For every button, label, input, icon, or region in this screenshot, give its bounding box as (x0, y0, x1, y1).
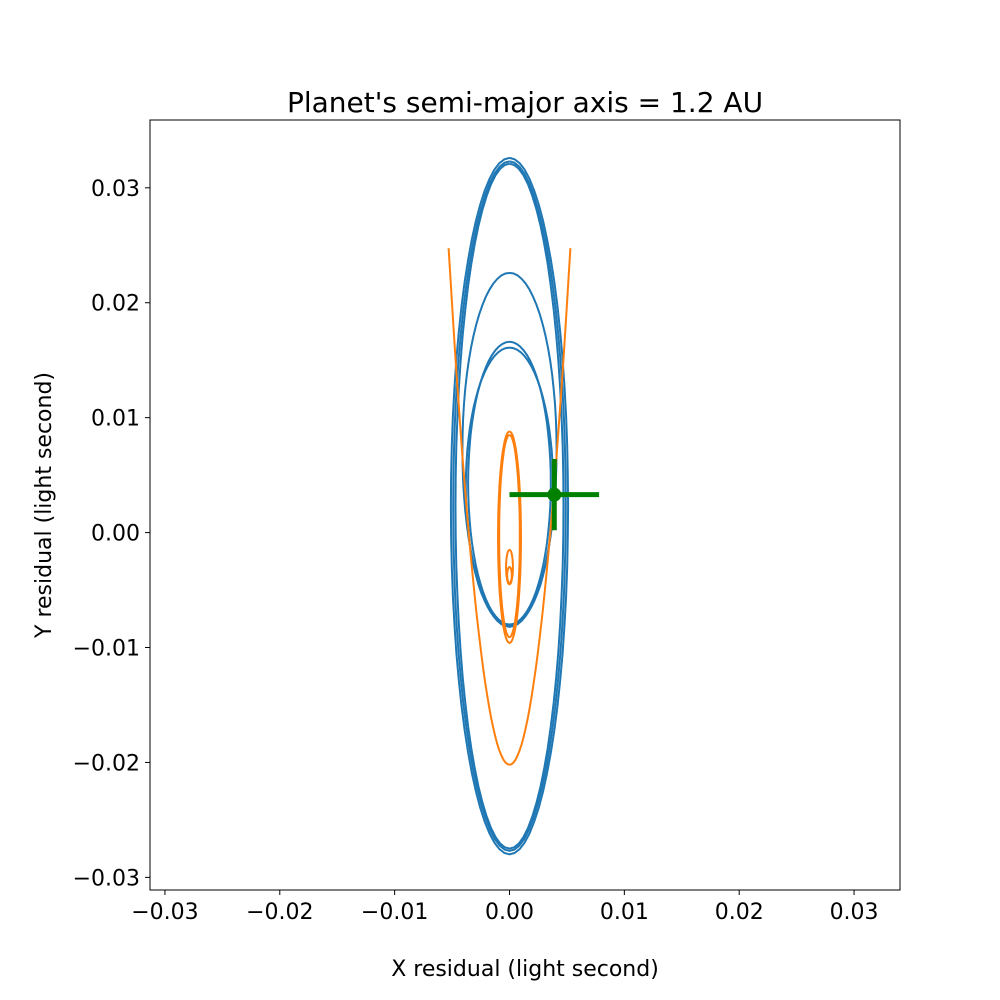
x-tick-label: −0.01 (361, 900, 428, 925)
series-1-loop-2 (504, 548, 514, 586)
y-tick-label: 0.03 (91, 177, 140, 202)
y-axis-ticks: −0.03 −0.02 −0.01 0.00 0.01 0.02 0.03 (73, 177, 150, 891)
x-tick-label: 0.01 (600, 900, 649, 925)
series-0-loop-1 (452, 160, 567, 852)
series-1-loop-3 (506, 566, 513, 585)
chart-title: Planet's semi-major axis = 1.2 AU (287, 86, 763, 119)
series-0-loop-5 (464, 346, 555, 627)
data-point-marker (547, 487, 562, 502)
x-tick-label: 0.00 (485, 900, 534, 925)
y-tick-label: 0.01 (91, 407, 140, 432)
y-tick-label: 0.00 (91, 522, 140, 547)
series-layer (447, 156, 600, 856)
y-axis-label: Y residual (light second) (32, 372, 57, 639)
series-1-parabola (447, 248, 572, 766)
series-0-loop-3 (461, 271, 558, 628)
plot-frame (149, 119, 901, 891)
series-0-loop-4 (467, 340, 552, 626)
y-tick-label: −0.03 (73, 866, 140, 891)
x-tick-label: 0.02 (715, 900, 764, 925)
x-tick-label: 0.03 (830, 900, 879, 925)
y-tick-label: −0.01 (73, 637, 140, 662)
y-tick-label: 0.02 (91, 292, 140, 317)
series-0-loop-2 (454, 162, 565, 850)
series-1-loop-0 (496, 430, 523, 644)
x-axis-label: X residual (light second) (391, 957, 659, 982)
x-tick-label: −0.03 (131, 900, 198, 925)
y-tick-label: −0.02 (73, 751, 140, 776)
series-0-loop-0 (449, 156, 570, 856)
x-axis-ticks: −0.03 −0.02 −0.01 0.00 0.01 0.02 0.03 (131, 890, 879, 925)
plot-area (447, 156, 600, 856)
series-1-loop-1 (498, 433, 521, 639)
x-tick-label: −0.02 (246, 900, 313, 925)
